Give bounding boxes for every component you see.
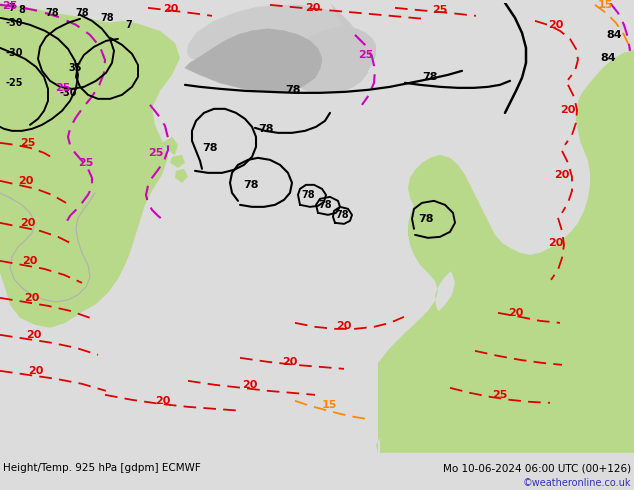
Text: Height/Temp. 925 hPa [gdpm] ECMWF: Height/Temp. 925 hPa [gdpm] ECMWF xyxy=(3,463,201,473)
Text: 20: 20 xyxy=(508,308,524,318)
Polygon shape xyxy=(288,3,376,93)
Polygon shape xyxy=(5,21,180,325)
Text: 20: 20 xyxy=(20,218,36,228)
Text: Mo 10-06-2024 06:00 UTC (00+126): Mo 10-06-2024 06:00 UTC (00+126) xyxy=(443,463,631,473)
Text: 25: 25 xyxy=(432,5,448,15)
Polygon shape xyxy=(162,137,178,155)
Text: 7: 7 xyxy=(125,20,132,30)
Text: -30: -30 xyxy=(60,88,77,98)
Text: 78: 78 xyxy=(75,8,89,18)
Text: 20: 20 xyxy=(26,330,41,340)
Text: 25: 25 xyxy=(55,83,70,93)
Text: 20: 20 xyxy=(548,20,564,30)
Text: 78: 78 xyxy=(243,180,259,190)
Text: 20: 20 xyxy=(560,105,576,115)
Text: 78: 78 xyxy=(202,143,217,153)
Text: 15: 15 xyxy=(322,400,337,410)
Text: 25: 25 xyxy=(20,138,36,148)
Text: 20: 20 xyxy=(18,176,34,186)
Text: 84: 84 xyxy=(606,30,621,40)
Text: -30: -30 xyxy=(5,18,22,28)
Text: 78: 78 xyxy=(418,214,434,224)
Polygon shape xyxy=(376,186,468,453)
Text: 20: 20 xyxy=(24,293,39,303)
Text: 20: 20 xyxy=(242,380,257,390)
Text: 20: 20 xyxy=(22,256,37,266)
Polygon shape xyxy=(187,5,350,75)
Text: 78: 78 xyxy=(285,85,301,95)
Text: 8: 8 xyxy=(18,5,25,15)
Text: 78: 78 xyxy=(335,210,349,220)
Text: 78: 78 xyxy=(422,72,437,82)
Polygon shape xyxy=(175,169,188,183)
Polygon shape xyxy=(380,50,634,453)
Text: 7: 7 xyxy=(8,3,15,13)
Polygon shape xyxy=(170,155,185,168)
Text: 78: 78 xyxy=(301,190,314,200)
Text: 25: 25 xyxy=(78,158,93,168)
Text: -30: -30 xyxy=(5,48,22,58)
Text: 20: 20 xyxy=(28,366,43,376)
Text: 25: 25 xyxy=(492,390,507,400)
Text: 20: 20 xyxy=(163,4,178,14)
Text: 20: 20 xyxy=(548,238,564,248)
Text: 20: 20 xyxy=(554,170,569,180)
Text: ©weatheronline.co.uk: ©weatheronline.co.uk xyxy=(522,478,631,488)
Text: 35: 35 xyxy=(68,63,82,73)
Text: 20: 20 xyxy=(305,3,320,13)
Text: 15: 15 xyxy=(598,0,613,10)
Polygon shape xyxy=(0,3,175,328)
Text: 78: 78 xyxy=(100,13,113,23)
Text: 20: 20 xyxy=(282,357,297,367)
Polygon shape xyxy=(0,3,110,253)
Text: 20: 20 xyxy=(336,321,351,331)
Text: 25: 25 xyxy=(2,1,17,11)
Text: 84: 84 xyxy=(600,53,616,63)
Text: 25: 25 xyxy=(148,148,164,158)
Text: 78: 78 xyxy=(258,124,273,134)
Polygon shape xyxy=(185,29,322,93)
Text: 78: 78 xyxy=(318,200,332,210)
Text: 20: 20 xyxy=(155,396,171,406)
Text: 78: 78 xyxy=(45,8,58,18)
Text: -25: -25 xyxy=(5,78,22,88)
Text: 25: 25 xyxy=(358,50,373,60)
